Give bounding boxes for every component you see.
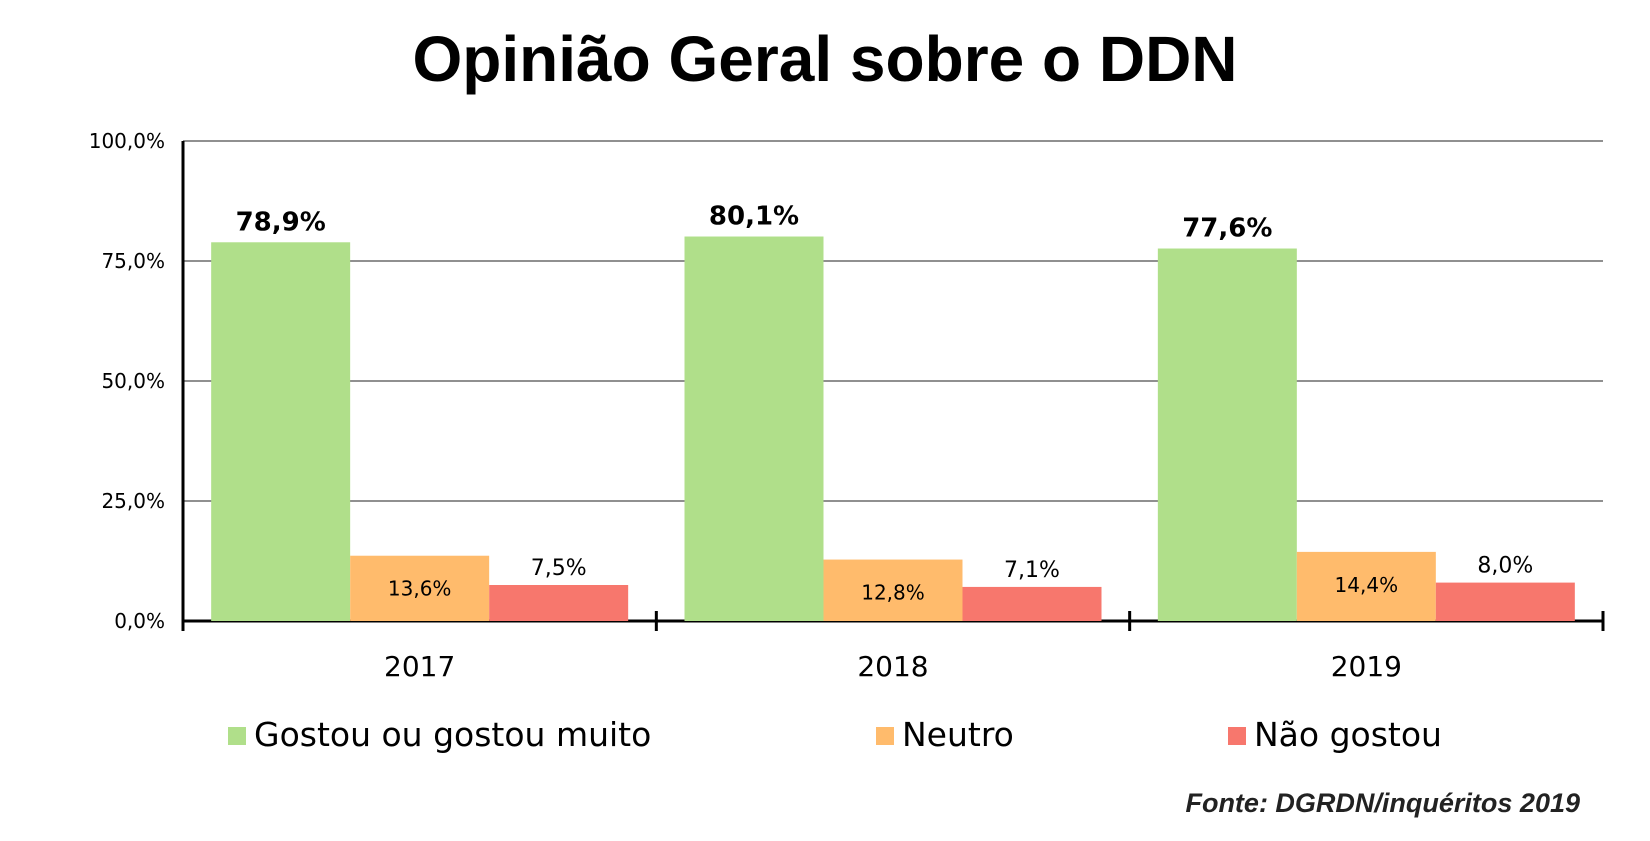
data-label: 12,8% xyxy=(861,581,925,605)
data-label: 8,0% xyxy=(1477,554,1533,579)
bar xyxy=(684,236,824,621)
x-tick-label: 2017 xyxy=(384,650,455,683)
data-label: 7,5% xyxy=(531,556,587,581)
bar xyxy=(489,585,629,621)
legend-label: Gostou ou gostou muito xyxy=(254,715,651,754)
x-tick-label: 2019 xyxy=(1331,650,1402,683)
bar xyxy=(211,242,351,621)
chart-title: Opinião Geral sobre o DDN xyxy=(412,23,1238,95)
bar xyxy=(1435,582,1575,621)
y-tick-label: 25,0% xyxy=(101,489,165,513)
bar xyxy=(1296,551,1436,621)
legend-label: Neutro xyxy=(902,715,1014,754)
source-note: Fonte: DGRDN/inquéritos 2019 xyxy=(1185,788,1580,818)
y-tick-label: 100,0% xyxy=(89,129,165,153)
y-tick-label: 50,0% xyxy=(101,369,165,393)
y-tick-label: 75,0% xyxy=(101,249,165,273)
y-tick-label: 0,0% xyxy=(114,609,165,633)
bar xyxy=(350,555,490,621)
legend-label: Não gostou xyxy=(1254,715,1442,754)
bar xyxy=(962,586,1102,621)
data-label: 78,9% xyxy=(236,207,326,237)
legend-swatch xyxy=(876,727,894,745)
x-tick-label: 2018 xyxy=(857,650,928,683)
legend-swatch xyxy=(1228,727,1246,745)
data-label: 77,6% xyxy=(1182,214,1272,244)
bar xyxy=(823,559,963,621)
data-label: 80,1% xyxy=(709,202,799,232)
data-label: 7,1% xyxy=(1004,558,1060,583)
bar xyxy=(1157,248,1297,621)
data-label: 13,6% xyxy=(388,577,452,601)
data-label: 14,4% xyxy=(1335,573,1399,597)
legend-swatch xyxy=(228,727,246,745)
